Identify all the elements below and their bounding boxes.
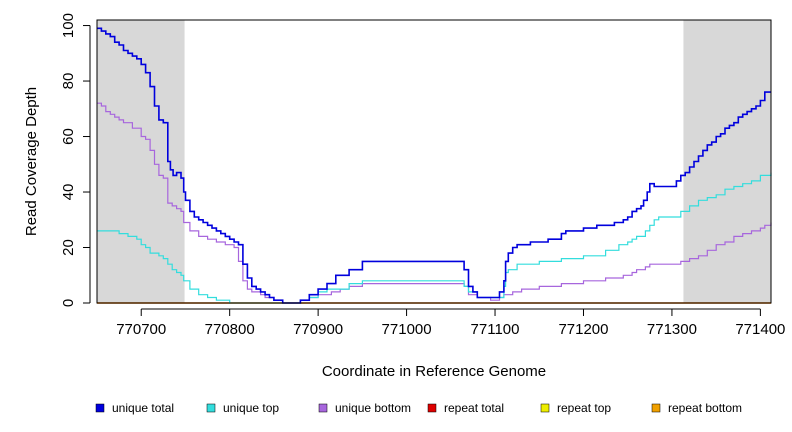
axes: 770700 770800 770900 771000 771100 771200 7713… (60, 13, 785, 338)
x-tick-label: 771000 (382, 321, 432, 338)
legend-swatch-repeat-total (427, 403, 437, 413)
x-tick-label: 771200 (558, 321, 608, 338)
y-tick-label: 80 (60, 73, 77, 90)
series-lines (97, 27, 772, 304)
y-tick-label: 0 (60, 299, 77, 307)
legend-swatch-unique-bottom (318, 403, 328, 413)
x-tick-label: 770900 (293, 321, 343, 338)
x-tick-label: 771300 (647, 321, 697, 338)
series-line-unique-bottom (97, 102, 772, 304)
legend: unique total unique top unique bottom repea… (95, 401, 742, 415)
legend-swatch-repeat-top (540, 403, 550, 413)
legend-label-repeat-top: repeat top (557, 401, 611, 415)
x-tick-label: 770800 (205, 321, 255, 338)
x-axis-title: Coordinate in Reference Genome (322, 363, 546, 380)
legend-label-unique-top: unique top (223, 401, 279, 415)
legend-swatch-repeat-bottom (651, 403, 661, 413)
series-line-unique-total (97, 27, 771, 304)
x-tick-label: 770700 (116, 321, 166, 338)
legend-swatch-unique-top (206, 403, 216, 413)
legend-label-unique-total: unique total (112, 401, 174, 415)
x-tick-label: 771400 (735, 321, 785, 338)
y-tick-label: 40 (60, 184, 77, 201)
shaded-regions (97, 20, 771, 303)
legend-swatch-unique-total (95, 403, 105, 413)
legend-label-repeat-bottom: repeat bottom (668, 401, 742, 415)
y-tick-label: 100 (60, 13, 77, 38)
y-tick-label: 20 (60, 239, 77, 256)
plot-frame (96, 19, 772, 304)
y-tick-label: 60 (60, 128, 77, 145)
legend-label-unique-bottom: unique bottom (335, 401, 411, 415)
x-tick-label: 771100 (471, 321, 520, 338)
legend-label-repeat-total: repeat total (444, 401, 504, 415)
y-axis-title: Read Coverage Depth (23, 87, 40, 236)
